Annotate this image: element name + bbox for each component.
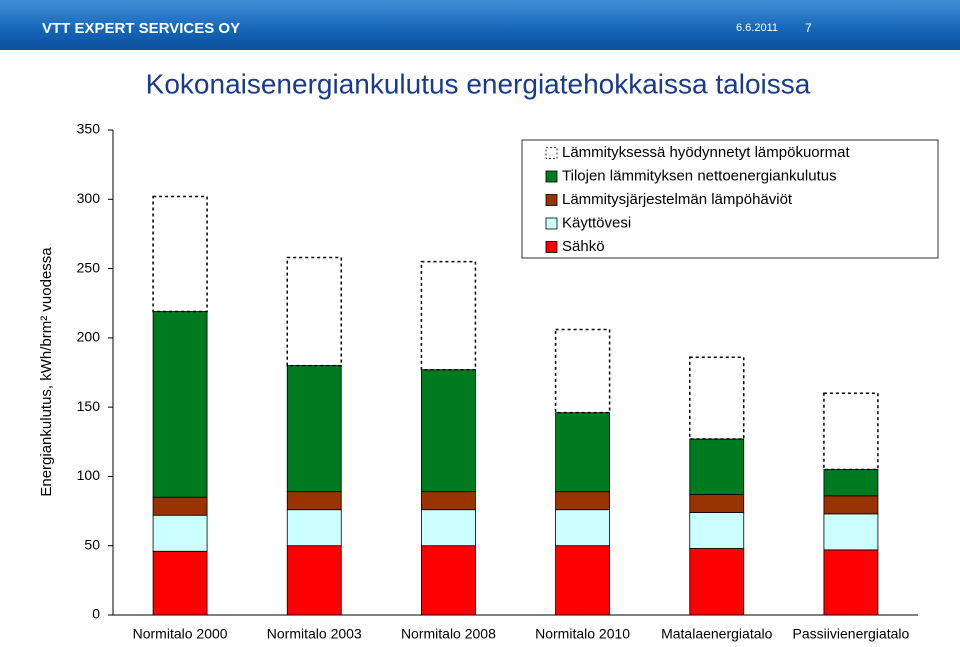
legend-swatch bbox=[545, 217, 558, 230]
bar-segment bbox=[421, 509, 476, 547]
y-tick-label: 150 bbox=[77, 398, 101, 414]
bar-segment bbox=[689, 548, 745, 616]
bar-segment bbox=[421, 369, 476, 493]
bar-segment bbox=[152, 496, 208, 516]
x-tick-label: Normitalo 2003 bbox=[267, 626, 362, 642]
bar-segment bbox=[420, 260, 477, 371]
x-tick-label: Normitalo 2000 bbox=[133, 626, 228, 642]
y-tick-label: 300 bbox=[77, 190, 101, 206]
x-tick-label: Passiivienergiatalo bbox=[793, 626, 910, 642]
bar-segment bbox=[421, 491, 476, 511]
y-tick-label: 0 bbox=[92, 606, 100, 622]
bar-segment bbox=[555, 509, 610, 547]
bar-segment bbox=[286, 491, 342, 511]
bar-segment bbox=[555, 491, 610, 511]
y-tick-label: 100 bbox=[77, 467, 101, 483]
legend-label: Lämmitysjärjestelmän lämpöhäviöt bbox=[562, 191, 793, 208]
page-number: 7 bbox=[805, 21, 812, 35]
legend-swatch bbox=[545, 147, 558, 159]
legend-label: Käyttövesi bbox=[562, 214, 631, 231]
bar-segment bbox=[286, 509, 342, 547]
bar-segment bbox=[823, 495, 879, 515]
bar-segment bbox=[555, 545, 610, 616]
chart-title: Kokonaisenergiankulutus energiatehokkais… bbox=[146, 68, 811, 99]
bar-segment bbox=[152, 311, 208, 498]
bar-segment bbox=[152, 550, 208, 616]
bar-segment bbox=[152, 195, 208, 313]
y-tick-label: 250 bbox=[77, 259, 101, 275]
date: 6.6.2011 bbox=[736, 22, 779, 34]
organization: VTT EXPERT SERVICES OY bbox=[42, 20, 241, 37]
bar-segment bbox=[689, 438, 745, 495]
bar-segment bbox=[286, 256, 342, 367]
x-tick-label: Normitalo 2010 bbox=[535, 626, 630, 642]
y-tick-label: 200 bbox=[77, 329, 101, 345]
bar-segment bbox=[286, 365, 342, 493]
legend-label: Tilojen lämmityksen nettoenergiankulutus bbox=[562, 167, 837, 184]
bar-segment bbox=[689, 356, 745, 440]
header-bar: VTT EXPERT SERVICES OY 6.6.2011 7 bbox=[0, 0, 960, 50]
legend-box bbox=[521, 139, 939, 259]
bar-segment bbox=[421, 545, 476, 616]
bar-segment bbox=[823, 549, 879, 616]
y-tick-label: 50 bbox=[84, 536, 100, 552]
legend-label: Sähkö bbox=[562, 238, 605, 255]
legend-swatch bbox=[545, 194, 558, 206]
y-axis-label: Energiankulutus, kWh/brm² vuodessa bbox=[38, 247, 55, 497]
bar-segment bbox=[152, 514, 208, 552]
bar-segment bbox=[823, 513, 879, 551]
x-tick-label: Matalaenergiatalo bbox=[661, 626, 773, 642]
bar-segment bbox=[823, 469, 879, 497]
bar-segment bbox=[689, 494, 745, 513]
legend-label: Lämmityksessä hyödynnetyt lämpökuormat bbox=[562, 144, 850, 161]
bar-segment bbox=[286, 545, 342, 616]
bar-segment bbox=[823, 392, 879, 471]
bar-segment bbox=[689, 512, 745, 549]
bar-segment bbox=[555, 412, 610, 493]
x-tick-label: Normitalo 2008 bbox=[401, 626, 496, 642]
y-tick-label: 350 bbox=[77, 121, 101, 137]
legend-swatch bbox=[545, 241, 558, 253]
legend-swatch bbox=[545, 170, 558, 183]
bar-segment bbox=[554, 328, 611, 414]
